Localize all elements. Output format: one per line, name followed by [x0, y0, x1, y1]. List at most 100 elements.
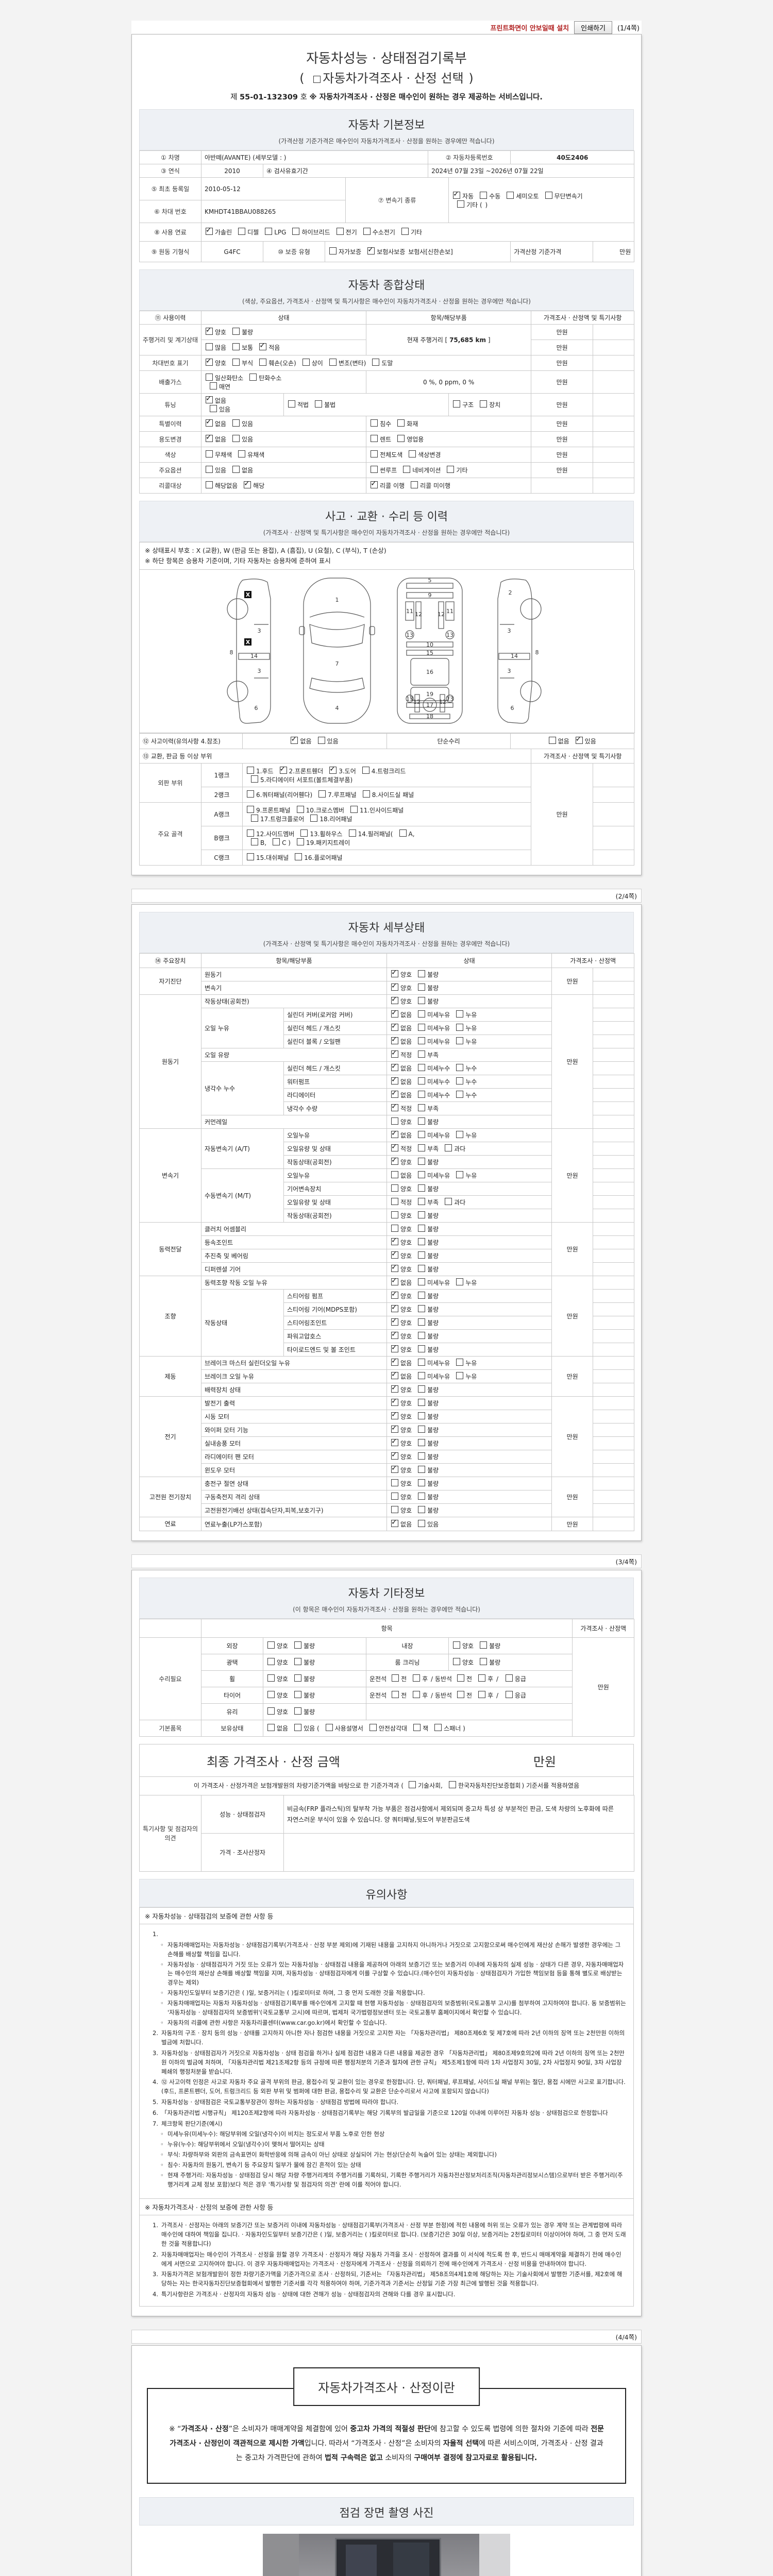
checkbox-checked[interactable] [391, 1317, 399, 1326]
checkbox-checked[interactable] [391, 982, 399, 991]
checkbox-unchecked[interactable] [267, 1691, 275, 1698]
checkbox-checked[interactable] [391, 1036, 399, 1044]
checkbox-unchecked[interactable] [548, 737, 556, 744]
checkbox-unchecked[interactable] [453, 400, 461, 408]
checkbox-unchecked[interactable] [371, 419, 378, 427]
checkbox-checked[interactable] [391, 1129, 399, 1138]
checkbox-unchecked[interactable] [313, 76, 321, 83]
checkbox-unchecked[interactable] [391, 1225, 399, 1232]
checkbox-unchecked[interactable] [456, 1091, 464, 1098]
checkbox-checked[interactable] [391, 1464, 399, 1473]
checkbox-unchecked[interactable] [418, 1144, 426, 1151]
checkbox-checked[interactable] [391, 1290, 399, 1299]
checkbox-checked[interactable] [391, 1437, 399, 1446]
checkbox-unchecked[interactable] [456, 1077, 464, 1084]
checkbox-checked[interactable] [391, 1143, 399, 1151]
checkbox-unchecked[interactable] [371, 435, 378, 442]
checkbox-unchecked[interactable] [418, 1426, 426, 1433]
checkbox-checked[interactable] [391, 1236, 399, 1245]
checkbox-checked[interactable] [391, 1049, 399, 1058]
checkbox-unchecked[interactable] [348, 829, 356, 837]
checkbox-unchecked[interactable] [401, 228, 409, 235]
checkbox-checked[interactable] [391, 995, 399, 1004]
checkbox-checked[interactable] [391, 1062, 399, 1071]
checkbox-unchecked[interactable] [457, 200, 465, 208]
checkbox-unchecked[interactable] [418, 1452, 426, 1460]
checkbox-unchecked[interactable] [447, 466, 455, 473]
checkbox-unchecked[interactable] [247, 829, 255, 837]
checkbox-unchecked[interactable] [247, 766, 255, 774]
checkbox-checked[interactable] [391, 1089, 399, 1098]
checkbox-unchecked[interactable] [418, 1265, 426, 1272]
checkbox-checked[interactable] [206, 418, 213, 427]
checkbox-unchecked[interactable] [232, 466, 240, 473]
checkbox-unchecked[interactable] [434, 1724, 442, 1731]
checkbox-unchecked[interactable] [418, 1292, 426, 1299]
checkbox-unchecked[interactable] [418, 1278, 426, 1285]
checkbox-unchecked[interactable] [363, 228, 371, 235]
checkbox-unchecked[interactable] [206, 373, 213, 381]
checkbox-unchecked[interactable] [418, 1131, 426, 1138]
checkbox-unchecked[interactable] [267, 1641, 275, 1649]
checkbox-checked[interactable] [279, 765, 287, 774]
checkbox-unchecked[interactable] [317, 737, 325, 744]
checkbox-checked[interactable] [391, 1263, 399, 1272]
checkbox-unchecked[interactable] [418, 1211, 426, 1218]
checkbox-unchecked[interactable] [456, 1359, 464, 1366]
checkbox-unchecked[interactable] [456, 1171, 464, 1178]
checkbox-unchecked[interactable] [325, 1724, 333, 1731]
checkbox-unchecked[interactable] [418, 1171, 426, 1178]
checkbox-unchecked[interactable] [457, 1674, 465, 1682]
checkbox-checked[interactable] [391, 1451, 399, 1460]
checkbox-unchecked[interactable] [418, 1332, 426, 1339]
checkbox-unchecked[interactable] [238, 228, 246, 235]
checkbox-unchecked[interactable] [418, 1117, 426, 1125]
checkbox-unchecked[interactable] [418, 1439, 426, 1446]
checkbox-unchecked[interactable] [505, 1691, 513, 1698]
checkbox-unchecked[interactable] [418, 1050, 426, 1058]
checkbox-unchecked[interactable] [318, 790, 326, 798]
checkbox-unchecked[interactable] [392, 1674, 399, 1682]
checkbox-unchecked[interactable] [418, 1184, 426, 1192]
checkbox-checked[interactable] [391, 1424, 399, 1433]
checkbox-checked[interactable] [391, 1330, 399, 1339]
print-install-hint[interactable]: 프린트화면이 안보일때 설치 [490, 24, 569, 32]
checkbox-unchecked[interactable] [453, 1658, 461, 1665]
checkbox-unchecked[interactable] [457, 1691, 465, 1698]
checkbox-unchecked[interactable] [300, 829, 308, 837]
checkbox-unchecked[interactable] [418, 1077, 426, 1084]
checkbox-unchecked[interactable] [232, 343, 240, 350]
checkbox-unchecked[interactable] [336, 228, 344, 235]
checkbox-unchecked[interactable] [413, 1724, 421, 1731]
checkbox-unchecked[interactable] [391, 1506, 399, 1513]
checkbox-unchecked[interactable] [418, 1466, 426, 1473]
checkbox-unchecked[interactable] [418, 1479, 426, 1486]
checkbox-unchecked[interactable] [418, 1345, 426, 1352]
checkbox-unchecked[interactable] [265, 228, 273, 235]
checkbox-unchecked[interactable] [456, 1024, 464, 1031]
checkbox-unchecked[interactable] [480, 1641, 488, 1649]
checkbox-unchecked[interactable] [247, 805, 255, 813]
checkbox-unchecked[interactable] [329, 359, 337, 366]
checkbox-checked[interactable] [575, 735, 583, 744]
checkbox-unchecked[interactable] [296, 838, 304, 845]
checkbox-unchecked[interactable] [418, 1399, 426, 1406]
checkbox-unchecked[interactable] [371, 466, 378, 473]
checkbox-unchecked[interactable] [478, 1674, 486, 1682]
checkbox-unchecked[interactable] [391, 1211, 399, 1218]
checkbox-checked[interactable] [391, 1156, 399, 1165]
checkbox-unchecked[interactable] [480, 400, 488, 408]
checkbox-unchecked[interactable] [456, 1064, 464, 1071]
checkbox-unchecked[interactable] [418, 1519, 426, 1527]
checkbox-unchecked[interactable] [249, 373, 257, 381]
checkbox-unchecked[interactable] [480, 191, 488, 199]
checkbox-unchecked[interactable] [418, 997, 426, 1004]
checkbox-unchecked[interactable] [418, 1385, 426, 1393]
checkbox-unchecked[interactable] [456, 1037, 464, 1044]
checkbox-unchecked[interactable] [251, 838, 259, 845]
checkbox-unchecked[interactable] [418, 1104, 426, 1111]
checkbox-unchecked[interactable] [391, 1479, 399, 1486]
checkbox-unchecked[interactable] [369, 1724, 377, 1731]
checkbox-unchecked[interactable] [418, 1158, 426, 1165]
checkbox-checked[interactable] [391, 1103, 399, 1111]
